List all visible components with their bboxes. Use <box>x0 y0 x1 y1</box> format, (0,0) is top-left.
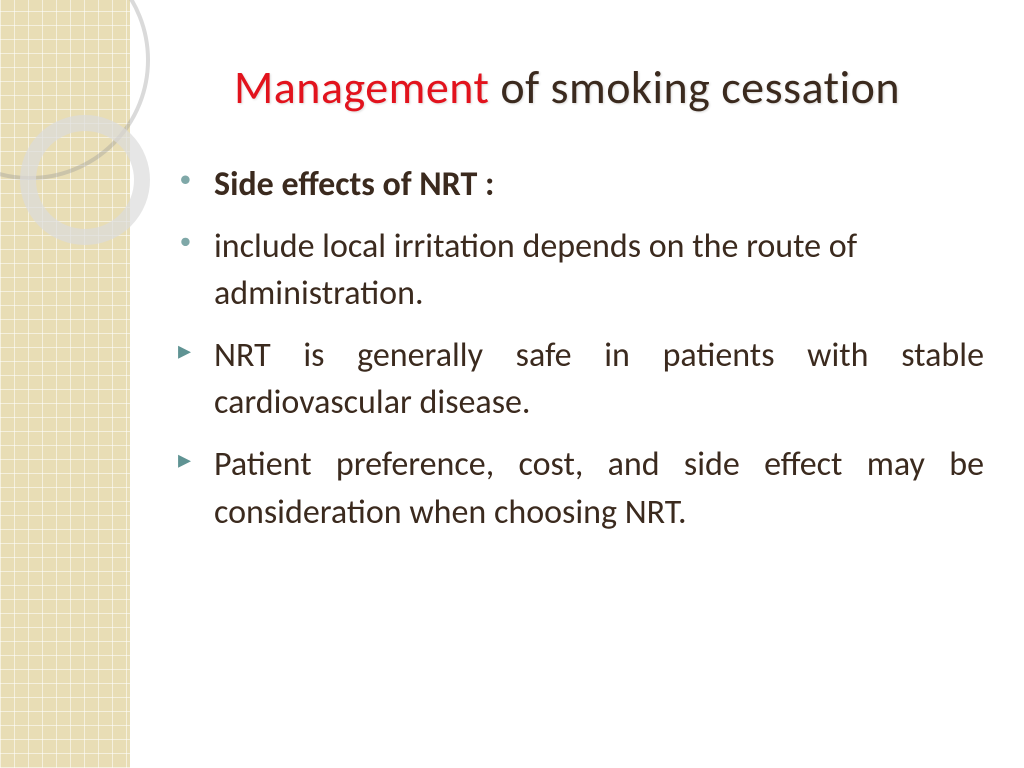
list-item: NRT is generally safe in patients with s… <box>180 332 984 427</box>
bullet-text: Patient preference, cost, and side effec… <box>214 444 984 533</box>
bullet-text: Side effects of NRT : <box>214 164 494 205</box>
title-highlight: Management <box>234 60 490 116</box>
bullet-text: include local irritation depends on the … <box>214 226 857 315</box>
slide-title: Management of smoking cessation <box>150 60 984 116</box>
bullet-list: Side effects of NRT : include local irri… <box>150 161 984 536</box>
list-item: include local irritation depends on the … <box>180 223 984 318</box>
title-rest: of smoking cessation <box>489 60 900 116</box>
decorative-circle-small <box>20 115 150 245</box>
list-item: Side effects of NRT : <box>180 161 984 209</box>
bullet-text: NRT is generally safe in patients with s… <box>214 335 984 424</box>
list-item: Patient preference, cost, and side effec… <box>180 441 984 536</box>
slide-content: Management of smoking cessation Side eff… <box>150 60 984 550</box>
